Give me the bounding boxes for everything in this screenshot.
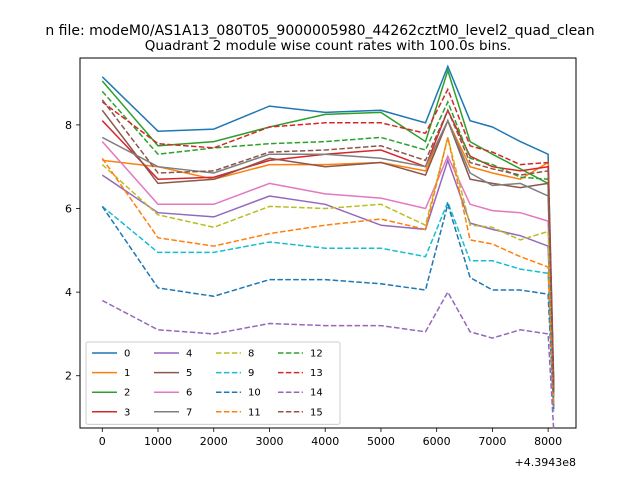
series-line-6 (101, 141, 555, 403)
legend-label-7: 7 (186, 407, 192, 418)
legend-label-3: 3 (124, 407, 130, 418)
legend-label-6: 6 (186, 388, 192, 399)
x-tick-label: 3000 (255, 435, 283, 448)
legend-label-10: 10 (248, 388, 261, 399)
series-line-7 (101, 118, 555, 395)
legend-label-5: 5 (186, 368, 192, 379)
legend-label-14: 14 (310, 388, 323, 399)
y-tick-label: 8 (65, 119, 72, 132)
chart-suptitle: n file: modeM0/AS1A13_080T05_9000005980_… (45, 23, 594, 39)
series-line-5 (101, 109, 555, 397)
legend-label-8: 8 (248, 349, 254, 360)
series-line-14 (101, 290, 555, 431)
y-tick-label: 2 (65, 370, 72, 383)
legend-label-9: 9 (248, 368, 254, 379)
x-tick-label: 4000 (311, 435, 339, 448)
chart-title: Quadrant 2 module wise count rates with … (145, 38, 511, 54)
legend-box (85, 341, 341, 425)
series-line-9 (101, 200, 555, 412)
series-lines (101, 64, 555, 431)
x-tick-label: 7000 (478, 435, 506, 448)
legend-label-11: 11 (248, 407, 261, 418)
legend-label-0: 0 (124, 349, 130, 360)
series-line-8 (101, 137, 555, 403)
x-tick-label: 0 (99, 435, 106, 448)
y-tick-label: 6 (65, 203, 72, 216)
x-tick-label: 5000 (367, 435, 395, 448)
x-tick-label: 6000 (423, 435, 451, 448)
x-axis-offset-label: +4.3943e8 (515, 456, 576, 469)
legend-label-2: 2 (124, 388, 130, 399)
series-line-10 (101, 201, 555, 410)
legend-label-4: 4 (186, 349, 192, 360)
legend-label-13: 13 (310, 368, 323, 379)
series-line-13 (101, 87, 555, 389)
series-line-2 (101, 67, 555, 393)
x-tick-label: 8000 (534, 435, 562, 448)
series-line-11 (101, 137, 555, 408)
legend-label-15: 15 (310, 407, 323, 418)
legend-label-12: 12 (310, 349, 323, 360)
x-tick-label: 2000 (200, 435, 228, 448)
axis-ticks: 0 1000 2000 3000 4000 5000 6000 7000 8000 2 4 6 8 (65, 119, 562, 448)
series-line-15 (101, 99, 555, 393)
series-line-0 (101, 64, 555, 380)
x-tick-label: 1000 (144, 435, 172, 448)
y-tick-label: 4 (65, 286, 72, 299)
legend-label-1: 1 (124, 368, 130, 379)
